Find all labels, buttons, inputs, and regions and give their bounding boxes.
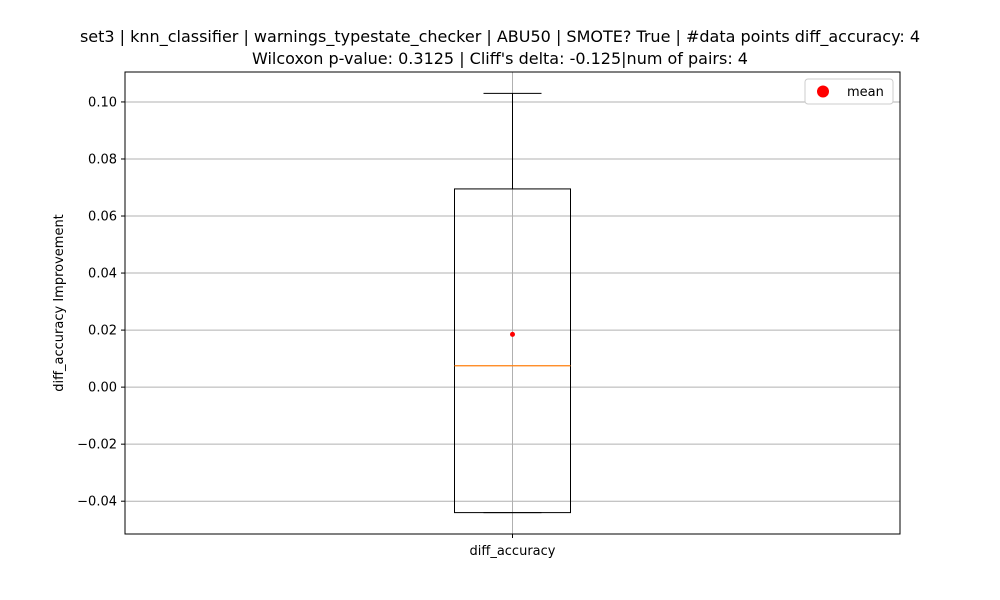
y-tick-label: 0.04 <box>88 267 117 282</box>
y-tick-label: 0.02 <box>88 324 117 339</box>
chart-subtitle: Wilcoxon p-value: 0.3125 | Cliff's delta… <box>252 49 748 68</box>
y-tick-label: 0.08 <box>88 152 117 167</box>
y-tick-label: −0.04 <box>77 495 117 510</box>
y-axis-label: diff_accuracy Improvement <box>52 214 67 392</box>
legend: mean <box>804 78 894 105</box>
legend-mean-label: mean <box>847 85 884 100</box>
legend-frame <box>804 78 894 105</box>
chart-title: set3 | knn_classifier | warnings_typesta… <box>79 27 921 46</box>
mean-point <box>510 331 515 337</box>
axis-ticks: −0.04 −0.02 0.00 0.02 0.04 0.06 0.08 0.10 diff_a… <box>77 95 556 559</box>
x-tick-label: diff_accuracy <box>470 544 556 559</box>
y-tick-label: 0.06 <box>88 210 117 225</box>
y-tick-label: 0.00 <box>88 381 117 396</box>
box-elements <box>454 92 571 514</box>
legend-mean-marker <box>817 85 829 98</box>
y-tick-label: 0.10 <box>88 95 117 110</box>
iqr-box <box>454 188 571 514</box>
y-tick-label: −0.02 <box>77 438 117 453</box>
